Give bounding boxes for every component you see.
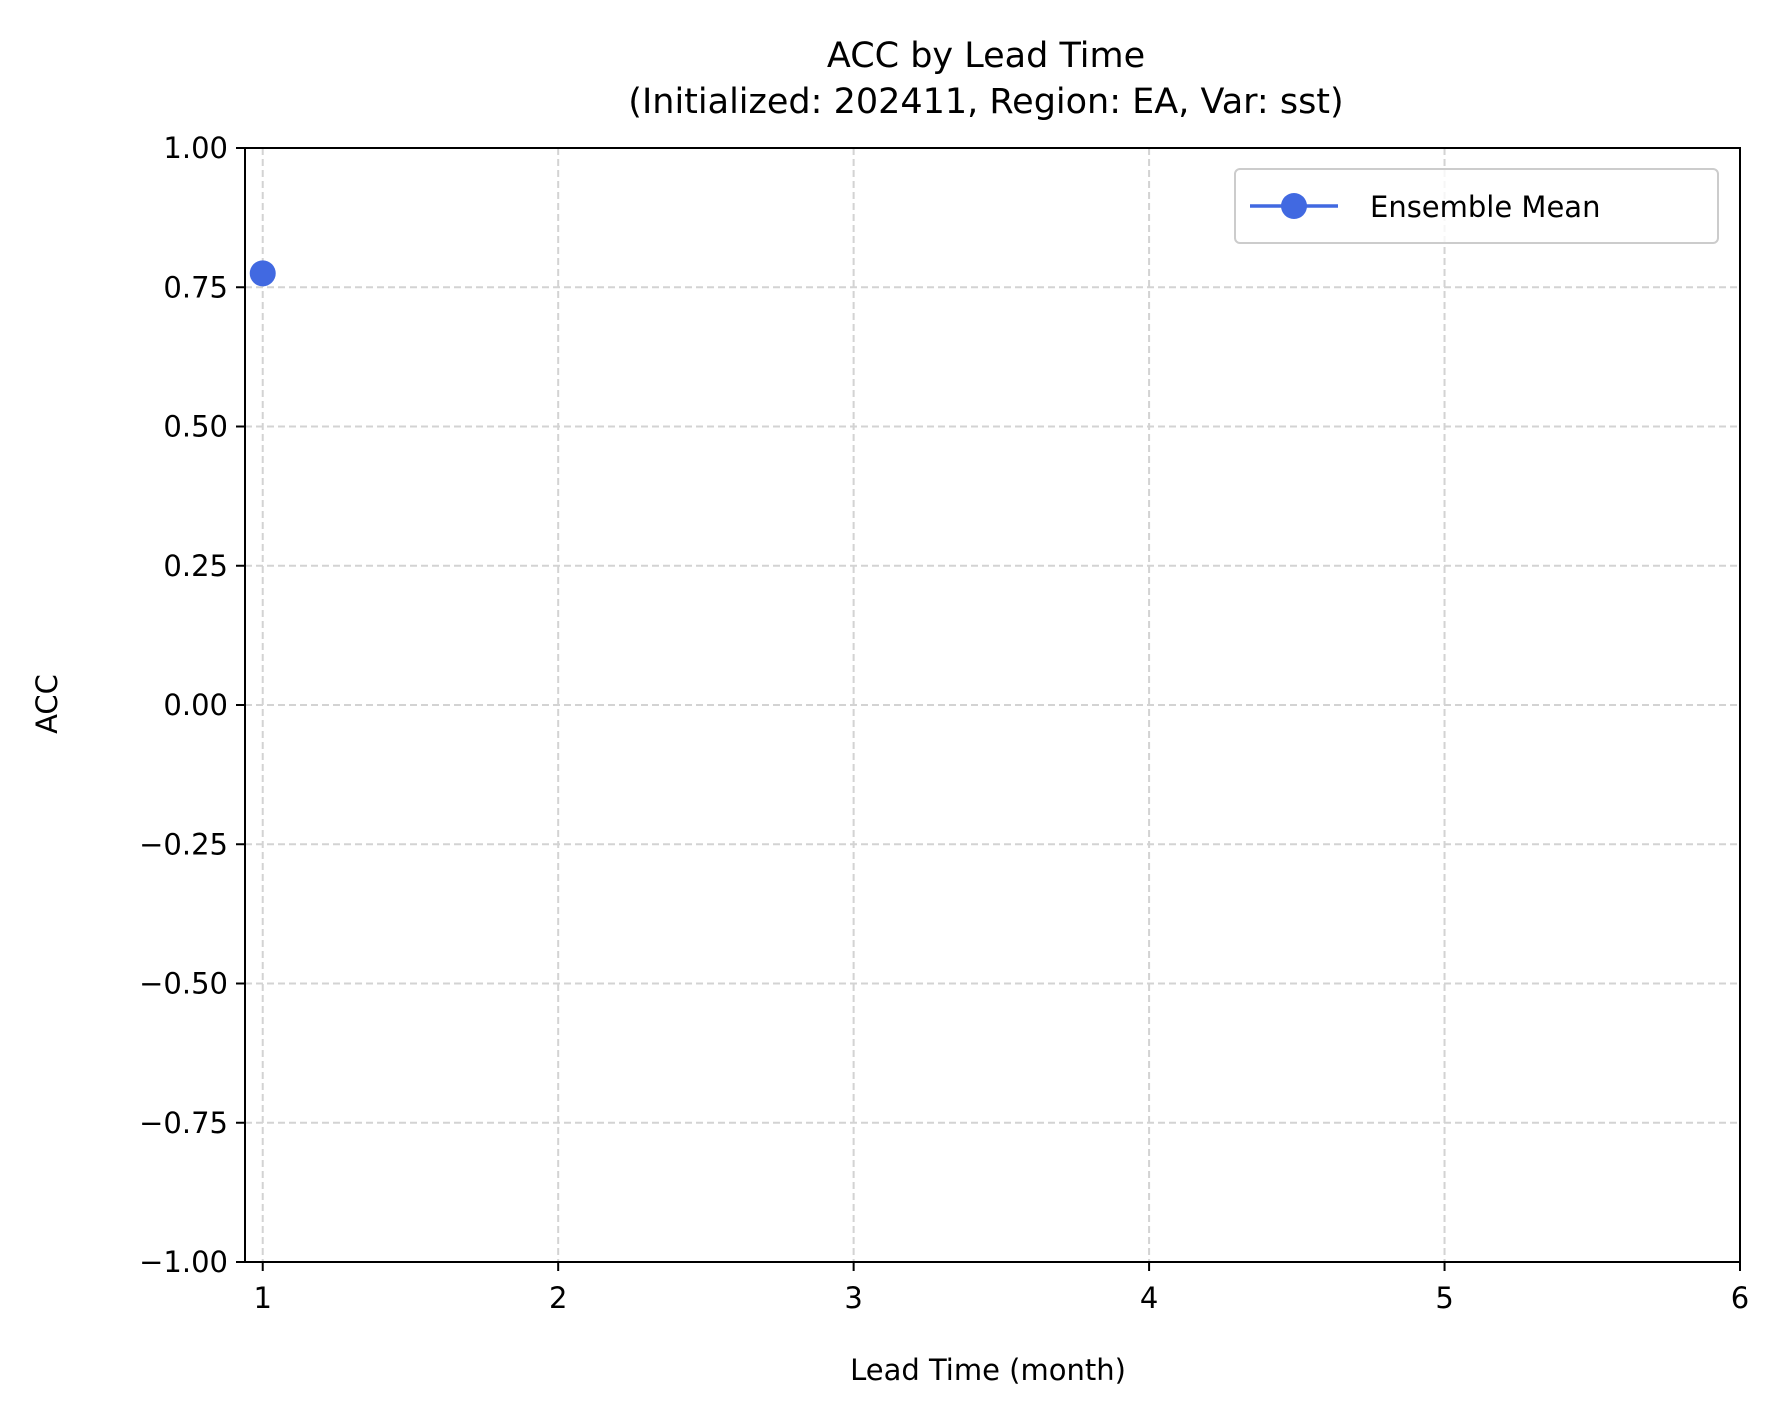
x-axis-label: Lead Time (month) — [850, 1353, 1126, 1387]
y-tick-label: 0.75 — [163, 270, 228, 304]
y-tick-label: 1.00 — [163, 131, 228, 165]
chart-subtitle: (Initialized: 202411, Region: EA, Var: s… — [628, 82, 1343, 122]
legend-marker-swatch — [1281, 193, 1307, 219]
data-point — [249, 260, 276, 287]
y-tick-label: 0.00 — [163, 688, 228, 722]
x-tick-label: 4 — [1140, 1281, 1158, 1315]
y-tick-label: −1.00 — [139, 1245, 228, 1279]
x-tick-label: 5 — [1435, 1281, 1453, 1315]
ticks-layer: 1 2 3 4 5 6 1.00 0.75 0.50 0.25 0.00 −0.25 −0.50 −0.7… — [139, 131, 1749, 1315]
y-tick-label: 0.50 — [163, 410, 228, 444]
x-tick-label: 6 — [1731, 1281, 1749, 1315]
y-tick-label: −0.25 — [139, 827, 228, 861]
legend-label: Ensemble Mean — [1370, 190, 1600, 224]
y-tick-label: −0.50 — [139, 967, 228, 1001]
legend: Ensemble Mean — [1234, 168, 1719, 244]
series-layer — [249, 260, 276, 287]
x-tick-label: 1 — [254, 1281, 272, 1315]
y-axis-label: ACC — [30, 674, 64, 734]
y-tick-label: −0.75 — [139, 1106, 228, 1140]
x-tick-label: 2 — [549, 1281, 567, 1315]
x-tick-label: 3 — [844, 1281, 862, 1315]
y-tick-label: 0.25 — [163, 549, 228, 583]
grid-layer — [245, 147, 1741, 1263]
chart-title: ACC by Lead Time — [827, 36, 1145, 76]
legend-box — [1234, 168, 1719, 244]
